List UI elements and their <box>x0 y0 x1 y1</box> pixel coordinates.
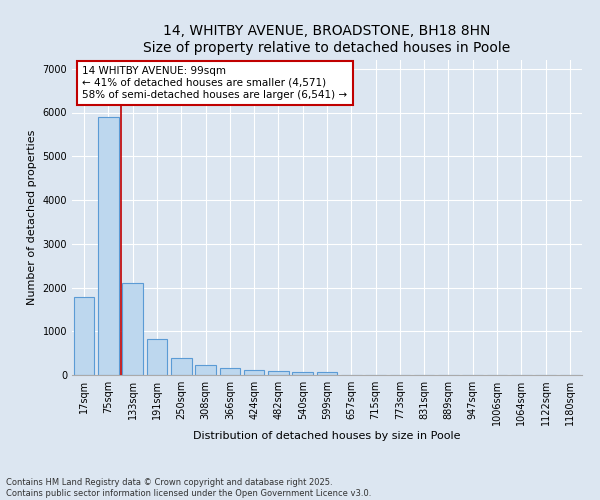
Bar <box>171 358 191 375</box>
Bar <box>122 283 143 375</box>
Bar <box>195 366 216 375</box>
Bar <box>220 368 240 375</box>
X-axis label: Distribution of detached houses by size in Poole: Distribution of detached houses by size … <box>193 431 461 441</box>
Y-axis label: Number of detached properties: Number of detached properties <box>27 130 37 305</box>
Bar <box>74 297 94 375</box>
Bar <box>317 372 337 375</box>
Bar <box>292 372 313 375</box>
Text: Contains HM Land Registry data © Crown copyright and database right 2025.
Contai: Contains HM Land Registry data © Crown c… <box>6 478 371 498</box>
Bar <box>244 370 265 375</box>
Bar <box>146 339 167 375</box>
Text: 14 WHITBY AVENUE: 99sqm
← 41% of detached houses are smaller (4,571)
58% of semi: 14 WHITBY AVENUE: 99sqm ← 41% of detache… <box>82 66 347 100</box>
Bar <box>98 117 119 375</box>
Title: 14, WHITBY AVENUE, BROADSTONE, BH18 8HN
Size of property relative to detached ho: 14, WHITBY AVENUE, BROADSTONE, BH18 8HN … <box>143 24 511 54</box>
Bar <box>268 371 289 375</box>
